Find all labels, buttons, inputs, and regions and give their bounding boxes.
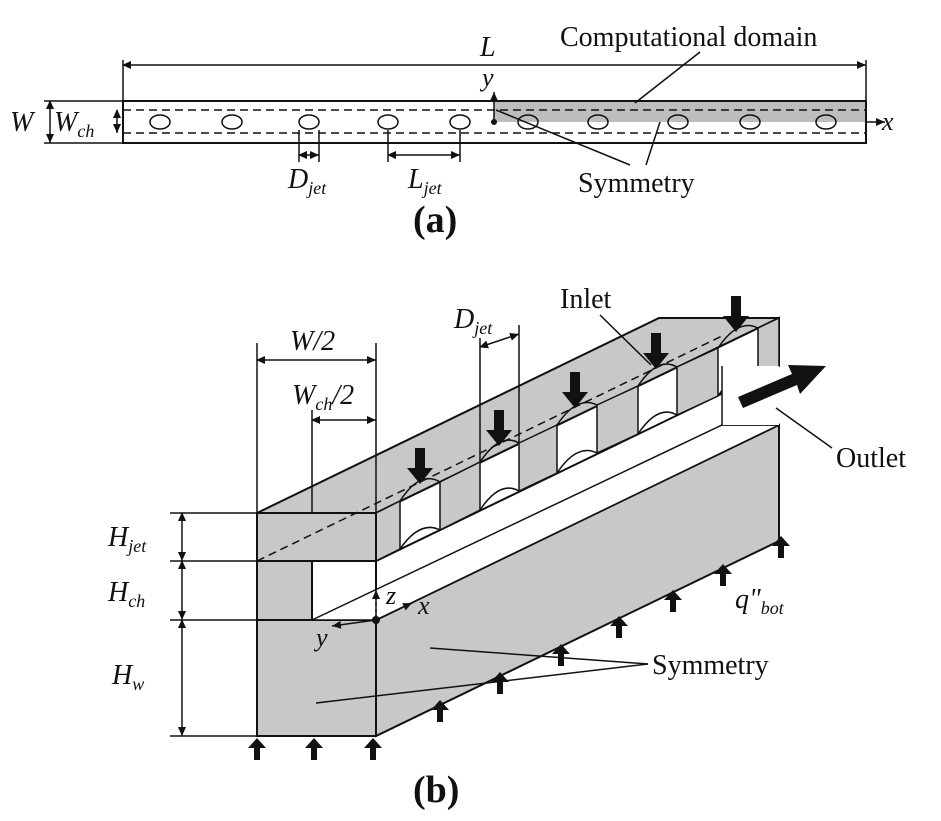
panel-b: z x y W/2 Wch/2 Djet Hjet Hch Hw Inlet O… xyxy=(107,284,906,811)
jet-hole xyxy=(667,114,689,130)
jet-hole xyxy=(739,114,761,130)
leader-symmetry-2 xyxy=(645,121,661,166)
front-face-jet-plate xyxy=(256,512,377,562)
label-inlet: Inlet xyxy=(560,284,612,315)
origin-dot-b xyxy=(372,616,380,624)
label-z: z xyxy=(385,581,396,610)
label-Wch2: Wch/2 xyxy=(292,380,354,414)
label-W: W xyxy=(10,107,36,138)
leader-computational-domain xyxy=(634,51,701,104)
label-x-a: x xyxy=(881,107,894,136)
panel-a: L y x W Wch xyxy=(10,22,894,241)
label-q-bot: q"bot xyxy=(735,584,785,618)
dimension-Djet-b-line xyxy=(479,333,520,349)
jet-plate-segments xyxy=(375,316,780,563)
label-computational-domain: Computational domain xyxy=(560,22,817,53)
label-Hch: Hch xyxy=(107,577,145,611)
label-outlet: Outlet xyxy=(836,443,906,474)
jet-hole xyxy=(517,114,539,130)
outlet-arrow xyxy=(738,365,826,408)
caption-a: (a) xyxy=(413,199,457,241)
front-face-channel-wall xyxy=(256,560,313,621)
label-symmetry-a: Symmetry xyxy=(578,168,695,199)
heat-flux-arrows xyxy=(248,536,790,760)
origin-dot xyxy=(491,119,497,125)
label-x-b: x xyxy=(417,591,430,620)
leader-inlet xyxy=(599,314,652,366)
label-Hw: Hw xyxy=(111,660,144,694)
jet-hole xyxy=(298,114,320,130)
jet-hole xyxy=(449,114,471,130)
leader-symmetry-b-2 xyxy=(315,663,649,704)
label-Ljet: Ljet xyxy=(407,164,443,198)
label-y-a: y xyxy=(479,63,494,92)
jet-hole xyxy=(149,114,171,130)
jet-holes xyxy=(149,114,837,130)
y-axis-arrow-b xyxy=(331,619,377,629)
jet-hole xyxy=(587,114,609,130)
label-Hjet: Hjet xyxy=(107,522,147,556)
label-L: L xyxy=(479,32,496,63)
hidden-edge-top xyxy=(256,335,723,562)
label-Djet-a: Djet xyxy=(287,164,327,198)
x-axis-arrow-b xyxy=(375,602,413,621)
inlet-arrows xyxy=(407,296,749,484)
leader-symmetry-b-1 xyxy=(429,647,649,665)
computational-domain-region xyxy=(494,101,866,122)
jet-hole xyxy=(221,114,243,130)
label-y-b: y xyxy=(313,623,328,652)
label-symmetry-b: Symmetry xyxy=(652,650,769,681)
label-W2: W/2 xyxy=(290,326,335,357)
jet-hole xyxy=(377,114,399,130)
caption-b: (b) xyxy=(413,769,459,811)
leader-symmetry-1 xyxy=(495,109,631,166)
leader-outlet xyxy=(775,407,833,449)
jet-hole xyxy=(815,114,837,130)
label-Wch: Wch xyxy=(54,107,94,141)
label-Djet-b: Djet xyxy=(453,304,493,338)
